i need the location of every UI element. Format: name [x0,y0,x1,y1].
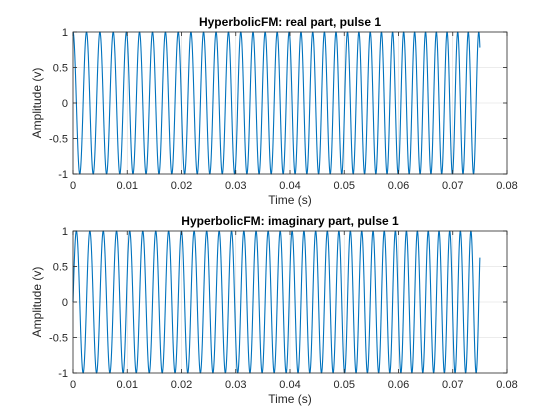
chart-title: HyperbolicFM: imaginary part, pulse 1 [181,214,399,228]
y-axis-label: Amplitude (v) [30,267,44,338]
x-tick-label: 0.01 [117,379,138,391]
y-tick-label: -0.5 [49,333,68,345]
y-tick-label: 0 [62,297,68,309]
y-axis-label: Amplitude (v) [30,68,44,139]
x-tick-label: 0.01 [117,180,138,192]
x-tick-label: 0 [70,379,76,391]
x-tick-label: 0.03 [225,180,246,192]
x-tick-label: 0 [70,180,76,192]
x-tick-label: 0.08 [496,180,517,192]
x-tick-label: 0.04 [279,379,300,391]
x-tick-label: 0.06 [388,379,409,391]
y-tick-label: -1 [58,368,68,380]
x-tick-label: 0.08 [496,379,517,391]
x-tick-label: 0.05 [334,180,355,192]
y-tick-label: 0.5 [53,262,68,274]
y-tick-label: 1 [62,27,68,39]
y-tick-label: -1 [58,169,68,181]
x-tick-label: 0.07 [442,180,463,192]
x-axis-label: Time (s) [268,392,312,406]
x-tick-label: 0.02 [171,180,192,192]
x-tick-label: 0.05 [334,379,355,391]
x-tick-label: 0.02 [171,379,192,391]
subplot-imaginary-part: 0 0.01 0.02 0.03 0.04 0.05 0.06 0.07 0.08 -1 -0.5 0… [30,214,518,406]
y-tick-label: 0.5 [53,63,68,75]
series-line-real [72,31,481,175]
y-tick-label: -0.5 [49,134,68,146]
x-tick-label: 0.04 [279,180,300,192]
x-tick-label: 0.06 [388,180,409,192]
y-tick-label: 0 [62,98,68,110]
chart-title: HyperbolicFM: real part, pulse 1 [199,15,381,29]
y-tick-label: 1 [62,226,68,238]
x-tick-label: 0.07 [442,379,463,391]
subplot-real-part: 0 0.01 0.02 0.03 0.04 0.05 0.06 0.07 0.08 -1 -0.5 0… [30,15,518,207]
x-tick-label: 0.03 [225,379,246,391]
x-axis-label: Time (s) [268,193,312,207]
